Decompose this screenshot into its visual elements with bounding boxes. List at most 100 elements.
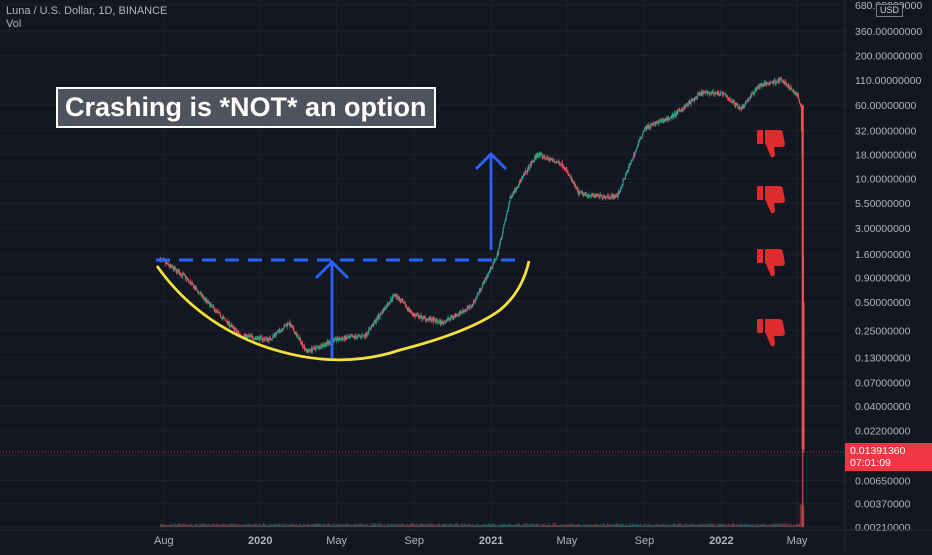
candle xyxy=(785,79,787,85)
volume-bar xyxy=(229,525,231,527)
volume-bar xyxy=(400,524,402,527)
volume-bar xyxy=(672,523,674,527)
volume-bar xyxy=(298,523,300,527)
candle xyxy=(794,89,796,96)
candle xyxy=(195,285,197,291)
volume-bar xyxy=(278,523,280,527)
candle xyxy=(308,348,310,352)
volume-bar xyxy=(278,523,280,527)
candle xyxy=(795,91,797,95)
volume-bar xyxy=(706,524,708,527)
volume-bar xyxy=(803,505,805,527)
volume-bar xyxy=(226,523,228,527)
volume-bar xyxy=(285,523,287,527)
candle xyxy=(552,158,554,163)
candle xyxy=(638,138,640,145)
volume-bar xyxy=(319,523,321,527)
volume-bar xyxy=(626,525,628,527)
candle xyxy=(757,85,759,89)
candle xyxy=(778,78,780,85)
candle xyxy=(371,325,373,328)
price-tick-label: 1.60000000 xyxy=(855,249,911,261)
volume-bar xyxy=(339,524,341,527)
candle xyxy=(479,287,481,293)
candle xyxy=(298,337,300,340)
annotation-text[interactable]: Crashing is *NOT* an option xyxy=(56,87,436,128)
volume-bar xyxy=(785,523,787,527)
volume-study-label[interactable]: Vol xyxy=(6,18,22,30)
volume-bar xyxy=(471,525,473,527)
volume-bar xyxy=(616,523,618,527)
volume-bar xyxy=(261,525,263,527)
volume-bar xyxy=(271,524,273,527)
volume-bar xyxy=(737,523,739,527)
candle xyxy=(354,335,356,341)
candle xyxy=(738,104,740,109)
candle xyxy=(187,278,189,284)
candle xyxy=(317,345,319,349)
candle xyxy=(269,335,271,341)
volume-bar xyxy=(552,525,554,527)
candle xyxy=(420,312,422,318)
volume-bar xyxy=(303,523,305,527)
volume-bar xyxy=(172,525,174,527)
volume-bar xyxy=(429,524,431,527)
candle xyxy=(565,166,567,172)
volume-bar xyxy=(554,525,556,527)
candle xyxy=(423,315,425,319)
candle xyxy=(658,119,660,122)
volume-bar xyxy=(399,523,401,527)
volume-bar xyxy=(780,523,782,527)
volume-bar xyxy=(184,524,186,527)
volume-bar xyxy=(507,524,509,527)
candle xyxy=(353,335,355,340)
volume-bar xyxy=(781,524,783,527)
volume-bar xyxy=(297,524,299,527)
volume-bar xyxy=(472,525,474,527)
candle xyxy=(691,98,693,102)
candle xyxy=(621,185,623,190)
volume-bar xyxy=(640,523,642,527)
volume-bar xyxy=(452,525,454,527)
volume-bar xyxy=(655,524,657,527)
candle xyxy=(353,335,355,339)
volume-bar xyxy=(633,523,635,527)
candle xyxy=(271,338,273,341)
currency-label[interactable]: USD xyxy=(876,4,904,17)
volume-bar xyxy=(493,523,495,527)
candle xyxy=(293,329,295,334)
candle xyxy=(276,331,278,336)
volume-bar xyxy=(617,524,619,527)
volume-bar xyxy=(284,525,286,527)
volume-bar xyxy=(412,523,414,527)
volume-bar xyxy=(232,525,234,527)
volume-bar xyxy=(235,523,237,527)
volume-bar xyxy=(491,523,493,527)
volume-bar xyxy=(587,524,589,527)
candle xyxy=(705,88,707,94)
candle xyxy=(309,348,311,353)
candle xyxy=(213,304,215,310)
candle xyxy=(520,178,522,185)
candle xyxy=(175,269,177,275)
volume-bar xyxy=(591,525,593,527)
candle xyxy=(654,120,656,127)
volume-bar xyxy=(312,524,314,527)
volume-bar xyxy=(561,525,563,527)
candle xyxy=(525,170,527,172)
candle xyxy=(471,307,473,309)
volume-bar xyxy=(585,524,587,527)
candle xyxy=(695,96,697,99)
volume-bar xyxy=(267,525,269,527)
candle xyxy=(390,297,392,303)
candle xyxy=(247,332,249,338)
candle xyxy=(327,340,329,347)
volume-bar xyxy=(519,524,521,527)
volume-bar xyxy=(495,525,497,527)
candle xyxy=(558,159,560,164)
volume-bar xyxy=(790,523,792,527)
candle xyxy=(573,180,575,184)
candle xyxy=(349,333,351,340)
